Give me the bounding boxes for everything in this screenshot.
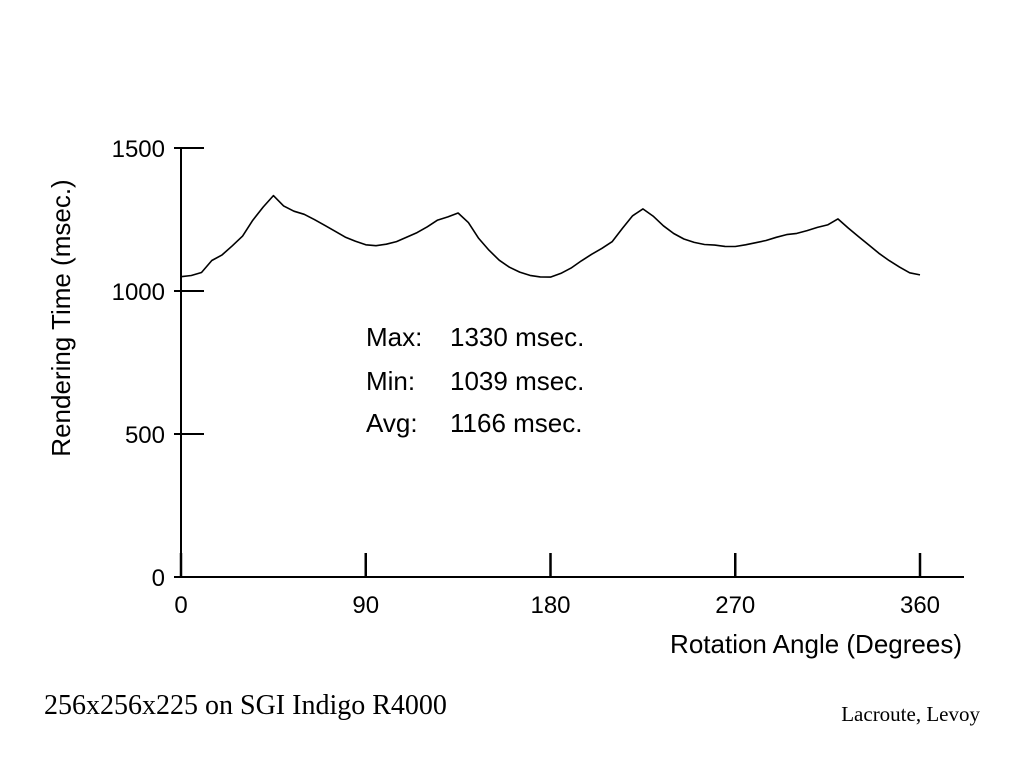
rendering-time-chart: 0 500 1000 1500 0 90 180 270 360 Rotation Angle …: [46, 136, 964, 659]
stat-max-label: Max:: [366, 322, 422, 352]
stat-min-value: 1039 msec.: [450, 366, 584, 396]
x-tick-label: 360: [900, 592, 940, 619]
footer-dataset-info: 256x256x225 on SGI Indigo R4000: [44, 690, 447, 721]
y-tick-label: 500: [125, 422, 165, 449]
x-tick-label: 90: [352, 592, 379, 619]
x-axis-title: Rotation Angle (Degrees): [670, 629, 962, 659]
stat-avg-label: Avg:: [366, 408, 418, 438]
stat-avg-value: 1166 msec.: [450, 408, 582, 438]
ticks: 0 500 1000 1500 0 90 180 270 360: [112, 136, 940, 619]
y-tick-label: 0: [152, 565, 165, 592]
series: [180, 194, 921, 278]
stat-min-label: Min:: [366, 366, 415, 396]
stat-max-value: 1330 msec.: [450, 322, 584, 352]
y-axis-title: Rendering Time (msec.): [46, 179, 76, 456]
series-line: [180, 194, 921, 278]
x-tick-label: 180: [530, 592, 570, 619]
y-tick-label: 1500: [112, 136, 165, 163]
axes: [180, 148, 964, 578]
footer-authors: Lacroute, Levoy: [841, 702, 980, 726]
x-tick-label: 0: [174, 592, 187, 619]
x-tick-label: 270: [715, 592, 755, 619]
labels: Rotation Angle (Degrees) Rendering Time …: [46, 179, 962, 659]
stats-annotation: Max: 1330 msec. Min: 1039 msec. Avg: 116…: [366, 322, 584, 438]
y-tick-label: 1000: [112, 279, 165, 306]
